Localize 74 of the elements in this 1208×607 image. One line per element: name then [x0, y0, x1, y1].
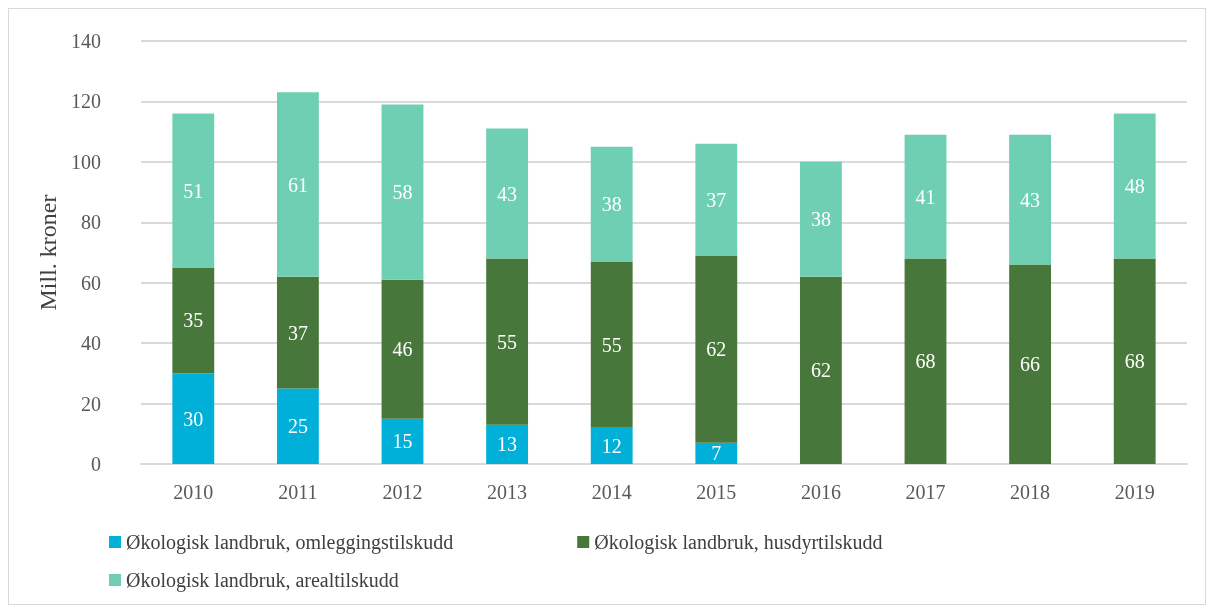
data-label: 46 — [392, 338, 413, 361]
bar — [486, 424, 529, 464]
data-label: 38 — [810, 208, 831, 231]
legend-label: Økologisk landbruk, omleggingstilskudd — [126, 531, 454, 554]
data-label: 58 — [392, 181, 413, 204]
data-label: 43 — [497, 182, 518, 205]
data-label: 61 — [287, 173, 308, 196]
bar — [172, 113, 215, 268]
bar — [381, 279, 424, 419]
data-label: 68 — [915, 350, 936, 373]
data-label: 41 — [915, 185, 936, 208]
bar — [1009, 264, 1052, 464]
data-label: 30 — [183, 407, 204, 430]
bar — [1113, 113, 1156, 259]
bar — [590, 427, 633, 464]
data-label: 12 — [601, 434, 622, 457]
data-label: 51 — [183, 179, 204, 202]
x-tick-label: 2018 — [1010, 481, 1051, 503]
y-tick-label: 80 — [81, 211, 101, 234]
bar — [172, 267, 215, 374]
bar — [799, 276, 842, 464]
legend-label: Økologisk landbruk, husdyrtilskudd — [594, 531, 883, 554]
bar — [486, 258, 529, 425]
bar — [590, 146, 633, 262]
x-tick-label: 2012 — [382, 481, 423, 503]
data-label: 25 — [287, 415, 308, 438]
bar — [695, 442, 738, 464]
bar — [799, 161, 842, 277]
data-label: 43 — [1020, 188, 1041, 211]
y-tick-label: 140 — [71, 30, 101, 52]
bar — [381, 104, 424, 280]
data-label: 55 — [601, 333, 622, 356]
bar — [486, 128, 529, 259]
x-tick-label: 2011 — [278, 481, 318, 503]
data-label: 62 — [706, 338, 727, 361]
x-tick-label: 2016 — [800, 481, 841, 503]
bar — [904, 258, 947, 464]
y-tick-label: 20 — [81, 392, 101, 415]
data-label: 37 — [706, 188, 727, 211]
bar — [276, 388, 319, 464]
y-tick-label: 60 — [81, 271, 101, 294]
data-label: 55 — [497, 330, 518, 353]
bar — [1009, 134, 1052, 265]
y-tick-label: 100 — [71, 150, 101, 173]
bar — [695, 255, 738, 443]
bar — [1113, 258, 1156, 464]
y-axis-title: Mill. kroner — [35, 194, 62, 311]
x-tick-label: 2019 — [1114, 481, 1155, 503]
data-label: 7 — [711, 442, 722, 465]
data-label: 35 — [183, 309, 204, 332]
bar — [590, 261, 633, 428]
bar — [172, 373, 215, 464]
data-label: 66 — [1020, 353, 1041, 376]
x-tick-label: 2014 — [591, 481, 632, 503]
x-tick-label: 2017 — [905, 481, 946, 503]
data-label: 38 — [601, 193, 622, 216]
bar — [695, 143, 738, 256]
bar — [276, 276, 319, 389]
x-tick-label: 2010 — [173, 481, 214, 503]
data-label: 68 — [1124, 350, 1145, 373]
bar — [276, 92, 319, 277]
y-tick-label: 40 — [81, 332, 101, 355]
bar — [904, 134, 947, 259]
data-label: 37 — [287, 321, 308, 344]
x-tick-label: 2013 — [487, 481, 528, 503]
legend-label: Økologisk landbruk, arealtilskudd — [126, 569, 399, 592]
data-label: 62 — [810, 359, 831, 382]
bar — [381, 418, 424, 464]
data-label: 13 — [497, 433, 518, 456]
y-tick-label: 120 — [71, 90, 101, 113]
x-tick-label: 2015 — [696, 481, 737, 503]
y-tick-label: 0 — [91, 453, 101, 475]
data-label: 15 — [392, 430, 413, 453]
data-label: 48 — [1124, 175, 1145, 198]
